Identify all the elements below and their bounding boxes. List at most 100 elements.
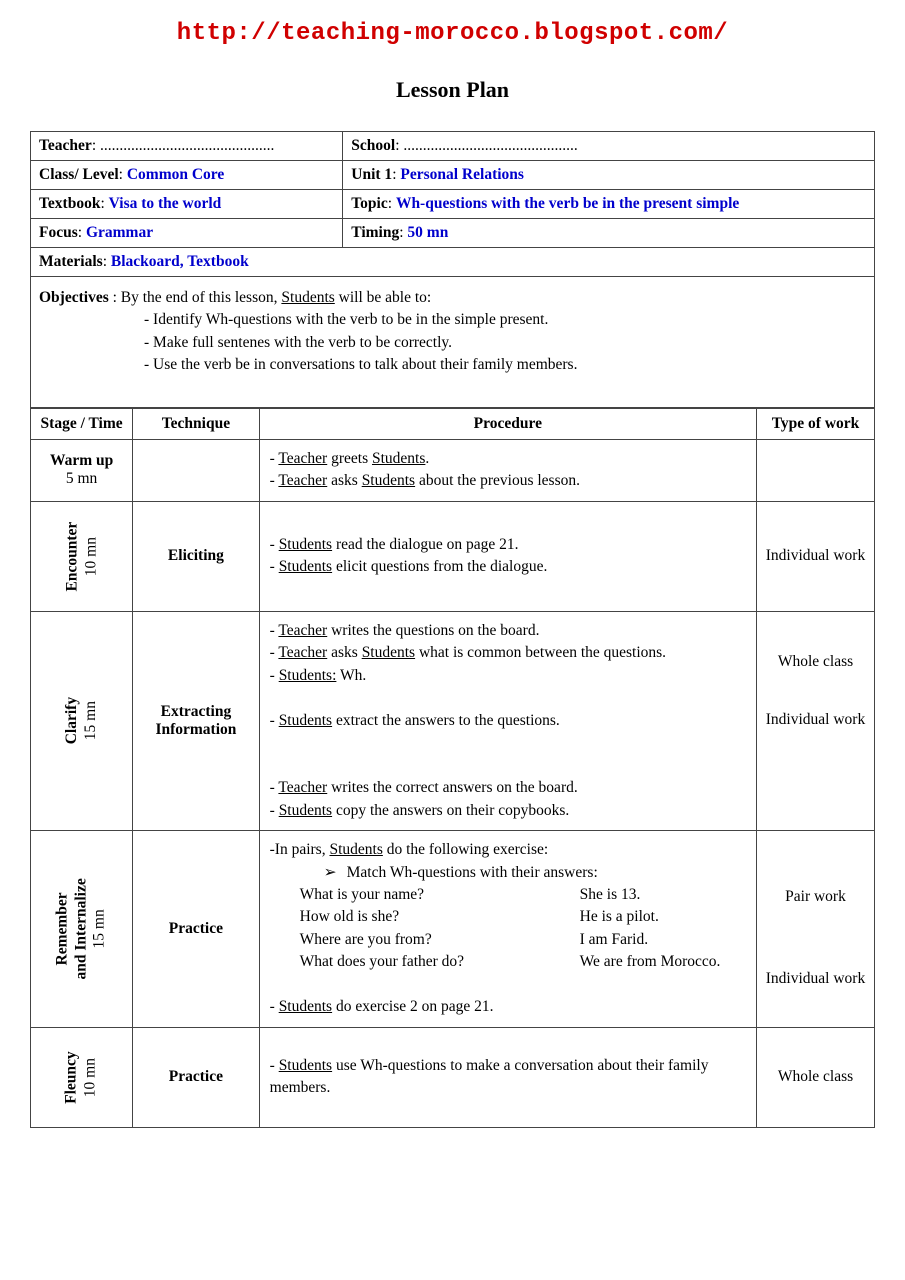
timing-value: 50 mn xyxy=(407,224,448,241)
warmup-l2-u2: Students xyxy=(362,472,415,489)
topic-value: Wh-questions with the verb be in the pre… xyxy=(396,195,739,212)
row-remember: Remember and Internalize 15 mn Practice … xyxy=(31,831,875,1028)
school-label: School xyxy=(351,137,395,154)
enc-l1-pre: - xyxy=(270,536,279,553)
cl-p2-u1: Teacher xyxy=(278,644,327,661)
enc-l1-u: Students xyxy=(279,536,332,553)
clarify-stage: Clarify 15 mn xyxy=(31,611,133,830)
cl-p6-post: copy the answers on their copybooks. xyxy=(332,802,569,819)
fl-pre: - xyxy=(270,1057,279,1074)
focus-label: Focus xyxy=(39,224,78,241)
fluency-procedure: - Students use Wh-questions to make a co… xyxy=(259,1027,756,1127)
rem-a3: I am Farid. xyxy=(580,931,648,948)
rem-intro-pre: -In pairs, xyxy=(270,841,330,858)
objectives-students: Students xyxy=(281,289,334,306)
focus-value: Grammar xyxy=(86,224,153,241)
objectives-intro-suffix: will be able to: xyxy=(335,289,431,306)
rem-q1: What is your name? xyxy=(300,884,580,906)
cl-p1-post: writes the questions on the board. xyxy=(327,622,539,639)
cl-p4-pre: - xyxy=(270,712,279,729)
unit-cell: Unit 1: Personal Relations xyxy=(343,161,875,190)
cl-p6-u: Students xyxy=(279,802,332,819)
clarify-tow: Whole class Individual work xyxy=(756,611,874,830)
warmup-stage: Warm up 5 mn xyxy=(31,439,133,501)
enc-l2-post: elicit questions from the dialogue. xyxy=(332,558,547,575)
rem-row3: Where are you from?I am Farid. xyxy=(270,929,746,951)
rem-a1: She is 13. xyxy=(580,886,641,903)
remember-stage-l1: Remember xyxy=(54,892,71,965)
warmup-l1-post: . xyxy=(425,450,429,467)
cl-p4-post: extract the answers to the questions. xyxy=(332,712,560,729)
warmup-stage-label: Warm up xyxy=(50,452,113,469)
class-label: Class/ Level xyxy=(39,166,119,183)
clarify-stage-label: Clarify xyxy=(63,697,80,744)
warmup-l1-u1: Teacher xyxy=(278,450,327,467)
cl-p5-post: writes the correct answers on the board. xyxy=(327,779,578,796)
teacher-dots: : ......................................… xyxy=(92,137,275,154)
cl-p3-post: Wh. xyxy=(336,667,366,684)
clarify-tow1: Whole class xyxy=(778,653,853,670)
warmup-time: 5 mn xyxy=(33,470,130,488)
objectives-intro-prefix: : By the end of this lesson, xyxy=(109,289,282,306)
school-cell: School: ................................… xyxy=(343,132,875,161)
col-stage: Stage / Time xyxy=(31,408,133,439)
col-procedure: Procedure xyxy=(259,408,756,439)
objective-3: - Use the verb be in conversations to ta… xyxy=(39,356,577,373)
lesson-plan-document: http://teaching-morocco.blogspot.com/ Le… xyxy=(0,0,905,1158)
col-technique: Technique xyxy=(133,408,259,439)
unit-label: Unit 1 xyxy=(351,166,392,183)
warmup-l2-post: about the previous lesson. xyxy=(415,472,580,489)
row-fluency: Fleuncy 10 mn Practice - Students use Wh… xyxy=(31,1027,875,1127)
warmup-procedure: - Teacher greets Students. - Teacher ask… xyxy=(259,439,756,501)
fluency-time: 10 mn xyxy=(82,1051,101,1104)
cl-p5-u: Teacher xyxy=(278,779,327,796)
topic-cell: Topic: Wh-questions with the verb be in … xyxy=(343,190,875,219)
remember-stage: Remember and Internalize 15 mn xyxy=(31,831,133,1028)
encounter-stage: Encounter 10 mn xyxy=(31,501,133,611)
school-dots: : ......................................… xyxy=(395,137,578,154)
objectives-heading: Objectives xyxy=(39,289,109,306)
cl-p2-post: what is common between the questions. xyxy=(415,644,666,661)
encounter-time: 10 mn xyxy=(82,521,101,591)
materials-value: Blackoard, Textbook xyxy=(111,253,249,270)
remember-tow1: Pair work xyxy=(785,888,846,905)
plan-table: Stage / Time Technique Procedure Type of… xyxy=(30,408,875,1128)
row-warmup: Warm up 5 mn - Teacher greets Students. … xyxy=(31,439,875,501)
rem-last-pre: - xyxy=(270,998,279,1015)
enc-l1-post: read the dialogue on page 21. xyxy=(332,536,518,553)
rem-q3: Where are you from? xyxy=(300,929,580,951)
focus-cell: Focus: Grammar xyxy=(31,219,343,248)
enc-l2-pre: - xyxy=(270,558,279,575)
remember-stage-l2: and Internalize xyxy=(72,878,89,979)
cl-p1-u: Teacher xyxy=(278,622,327,639)
cl-p3-u: Students: xyxy=(279,667,337,684)
topic-label: Topic xyxy=(351,195,387,212)
cl-p4-u: Students xyxy=(279,712,332,729)
clarify-tow2: Individual work xyxy=(766,711,865,728)
objectives-cell: Objectives : By the end of this lesson, … xyxy=(31,277,875,408)
warmup-l2-mid: asks xyxy=(327,472,361,489)
cl-p6-pre: - xyxy=(270,802,279,819)
row-encounter: Encounter 10 mn Eliciting - Students rea… xyxy=(31,501,875,611)
remember-tow2: Individual work xyxy=(766,970,865,987)
teacher-cell: Teacher: ...............................… xyxy=(31,132,343,161)
rem-intro-post: do the following exercise: xyxy=(383,841,548,858)
fluency-technique: Practice xyxy=(133,1027,259,1127)
class-value: Common Core xyxy=(127,166,224,183)
rem-a4: We are from Morocco. xyxy=(580,953,721,970)
fluency-stage-label: Fleuncy xyxy=(63,1051,80,1104)
enc-l2-u: Students xyxy=(279,558,332,575)
remember-technique: Practice xyxy=(133,831,259,1028)
col-type-of-work: Type of work xyxy=(756,408,874,439)
encounter-stage-label: Encounter xyxy=(63,521,80,591)
rem-last-post: do exercise 2 on page 21. xyxy=(332,998,493,1015)
encounter-procedure: - Students read the dialogue on page 21.… xyxy=(259,501,756,611)
fluency-tow: Whole class xyxy=(756,1027,874,1127)
remember-tow: Pair work Individual work xyxy=(756,831,874,1028)
class-cell: Class/ Level: Common Core xyxy=(31,161,343,190)
teacher-label: Teacher xyxy=(39,137,92,154)
rem-row1: What is your name?She is 13. xyxy=(270,884,746,906)
textbook-value: Visa to the world xyxy=(109,195,222,212)
fl-u: Students xyxy=(279,1057,332,1074)
rem-intro-u: Students xyxy=(329,841,382,858)
